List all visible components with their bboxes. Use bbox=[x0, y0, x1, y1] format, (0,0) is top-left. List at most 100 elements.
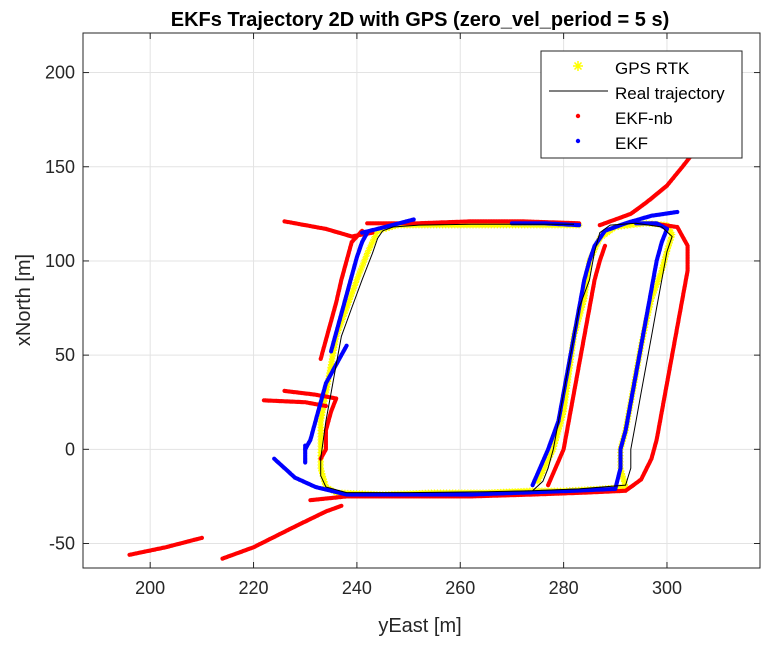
gps-marker bbox=[357, 267, 364, 275]
series-ekf bbox=[272, 209, 680, 497]
gps-marker bbox=[654, 278, 661, 285]
gps-marker bbox=[552, 437, 559, 444]
legend-item-ekf-nb: EKF-nb bbox=[575, 109, 673, 128]
gps-marker bbox=[548, 448, 556, 456]
y-tick-label: 0 bbox=[65, 439, 75, 459]
point-marker bbox=[318, 356, 323, 361]
y-tick-label: 100 bbox=[45, 251, 75, 271]
gps-marker bbox=[340, 313, 347, 320]
legend-item-ekf: EKF bbox=[575, 134, 648, 153]
gps-marker bbox=[370, 236, 377, 243]
gps-marker bbox=[339, 316, 346, 323]
gps-marker bbox=[559, 411, 567, 418]
gps-marker bbox=[579, 301, 586, 308]
trajectory-line bbox=[382, 223, 574, 232]
x-tick-label: 240 bbox=[342, 578, 372, 598]
gps-marker bbox=[651, 286, 658, 294]
gps-marker bbox=[358, 264, 365, 272]
grid bbox=[83, 33, 760, 568]
gps-marker bbox=[319, 473, 327, 480]
legend-item-gps: GPS RTK bbox=[573, 59, 690, 78]
legend-label-ekf-nb: EKF-nb bbox=[615, 109, 673, 128]
gps-marker bbox=[619, 473, 626, 480]
gps-marker bbox=[537, 472, 544, 480]
gps-marker bbox=[649, 292, 656, 299]
gps-marker bbox=[369, 238, 376, 246]
gps-marker bbox=[660, 261, 667, 269]
gps-marker bbox=[351, 282, 359, 289]
gps-marker bbox=[547, 451, 554, 458]
gps-marker bbox=[554, 428, 562, 436]
gps-marker bbox=[558, 414, 566, 421]
x-tick-label: 220 bbox=[239, 578, 269, 598]
gps-marker bbox=[319, 470, 326, 477]
legend-item-real: Real trajectory bbox=[549, 84, 725, 103]
gps-marker bbox=[353, 276, 361, 283]
gps-marker bbox=[656, 272, 663, 280]
gps-marker bbox=[341, 310, 348, 317]
gps-marker bbox=[361, 256, 369, 263]
gps-marker bbox=[580, 298, 587, 305]
point-marker bbox=[339, 503, 344, 508]
gps-marker bbox=[348, 290, 355, 298]
chart-title: EKFs Trajectory 2D with GPS (zero_vel_pe… bbox=[171, 9, 670, 31]
gps-marker bbox=[371, 233, 379, 240]
y-tick-label: 50 bbox=[55, 345, 75, 365]
gps-marker bbox=[578, 304, 586, 311]
series-real-trajectory bbox=[320, 222, 673, 494]
gps-marker bbox=[539, 467, 547, 474]
gps-marker bbox=[350, 285, 357, 292]
gps-marker bbox=[534, 478, 541, 485]
gps-marker bbox=[655, 275, 662, 283]
legend-star-marker bbox=[573, 61, 583, 71]
plot-frame bbox=[82, 32, 761, 569]
point-marker bbox=[329, 349, 334, 354]
gps-marker bbox=[538, 470, 545, 477]
gps-marker bbox=[660, 259, 668, 266]
gps-marker bbox=[542, 462, 549, 469]
gps-marker bbox=[668, 231, 676, 238]
gps-marker bbox=[355, 270, 363, 278]
legend-dot-marker bbox=[575, 138, 581, 144]
gps-marker bbox=[544, 456, 552, 464]
legend-label-gps: GPS RTK bbox=[615, 59, 690, 78]
gps-marker bbox=[359, 261, 366, 269]
gps-marker bbox=[659, 264, 666, 271]
gps-marker bbox=[360, 258, 367, 266]
y-tick-label: 200 bbox=[45, 63, 75, 83]
point-marker bbox=[602, 243, 608, 248]
gps-marker bbox=[554, 431, 561, 439]
gps-marker bbox=[364, 250, 371, 257]
gps-marker bbox=[653, 281, 660, 288]
x-tick-label: 260 bbox=[445, 578, 475, 598]
gps-marker bbox=[658, 267, 666, 274]
gps-marker bbox=[620, 478, 628, 485]
gps-marker bbox=[349, 287, 356, 295]
gps-marker bbox=[621, 481, 629, 488]
gps-marker bbox=[347, 293, 354, 300]
legend-label-real: Real trajectory bbox=[615, 84, 725, 103]
point-marker bbox=[675, 209, 680, 215]
gps-marker bbox=[618, 470, 626, 477]
gps-marker bbox=[557, 420, 564, 427]
legend-dot-marker bbox=[575, 113, 581, 119]
gps-marker bbox=[365, 247, 372, 254]
gps-marker bbox=[338, 318, 345, 326]
gps-marker bbox=[352, 279, 360, 286]
x-tick-label: 200 bbox=[135, 578, 165, 598]
gps-marker bbox=[535, 475, 543, 482]
gps-marker bbox=[345, 299, 352, 306]
x-tick-label: 280 bbox=[549, 578, 579, 598]
gps-marker bbox=[342, 307, 349, 315]
axis-ticks: 200 220 240 260 280 300 -50 0 50 100 150 200 bbox=[45, 33, 760, 598]
gps-marker bbox=[553, 434, 560, 441]
gps-marker bbox=[657, 269, 664, 277]
gps-marker bbox=[321, 478, 328, 485]
x-axis-label: yEast [m] bbox=[378, 615, 461, 637]
gps-marker bbox=[558, 417, 565, 424]
gps-marker bbox=[556, 422, 563, 430]
plot-data bbox=[127, 145, 716, 561]
gps-marker bbox=[652, 284, 659, 291]
gps-marker bbox=[661, 256, 668, 263]
